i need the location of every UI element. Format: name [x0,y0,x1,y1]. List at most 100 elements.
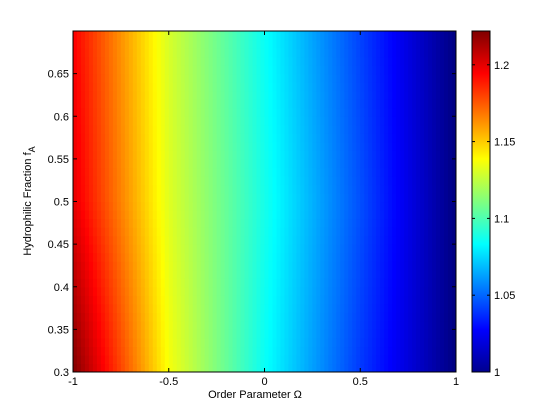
heatmap-cell [340,286,345,296]
heatmap-cell [412,167,417,177]
heatmap-cell [388,363,393,372]
heatmap-cell [304,82,309,92]
heatmap-cell [164,150,170,160]
heatmap-cell [84,133,90,143]
heatmap-cell [148,133,154,143]
heatmap-cell [432,124,437,134]
heatmap-cell [292,39,298,49]
heatmap-cell [80,133,86,143]
heatmap-cell [132,48,138,58]
heatmap-cell [432,150,437,160]
heatmap-cell [152,227,158,237]
heatmap-cell [448,286,453,296]
heatmap-cell [132,244,138,254]
heatmap-cell [200,107,206,117]
heatmap-cell [120,346,126,356]
heatmap-cell [320,363,325,372]
heatmap-cell [396,65,401,75]
heatmap-cell [84,252,90,262]
heatmap-cell [140,278,146,288]
heatmap-cell [348,73,353,83]
heatmap-cell [272,269,278,279]
heatmap-cell [224,235,230,245]
heatmap-cell [140,175,146,186]
heatmap-cell [284,99,290,109]
heatmap-cell [112,158,118,169]
heatmap-cell [400,133,405,143]
heatmap-cell [368,141,373,151]
heatmap-cell [112,329,118,339]
heatmap-cell [152,201,158,211]
heatmap-cell [216,346,222,356]
heatmap-cell [184,39,190,49]
heatmap-cell [380,201,385,211]
heatmap-cell [232,99,238,109]
heatmap-cell [212,252,218,262]
heatmap-cell [324,286,329,296]
heatmap-cell [92,337,98,348]
heatmap-cell [288,320,294,330]
heatmap-cell [408,133,413,143]
heatmap-cell [104,286,110,296]
heatmap-cell [284,56,290,66]
heatmap-cell [448,150,453,160]
heatmap-cell [136,124,142,134]
heatmap-cell [256,48,262,58]
x-tick-label: 0 [261,376,267,388]
heatmap-cell [192,312,198,322]
heatmap-cell [100,295,106,305]
heatmap-cell [160,184,166,194]
heatmap-cell [396,82,401,92]
heatmap-cell [120,286,126,296]
heatmap-cell [160,312,166,322]
heatmap-cell [404,261,409,271]
heatmap-cell [432,192,437,203]
heatmap-cell [432,218,437,228]
heatmap-cell [264,303,270,313]
heatmap-cell [128,252,134,262]
heatmap-cell [372,235,377,245]
heatmap-cell [128,354,134,365]
heatmap-cell [148,82,154,92]
heatmap-cell [256,116,262,126]
heatmap-cell [432,116,437,126]
heatmap-cell [136,82,142,92]
heatmap-cell [176,210,182,220]
heatmap-cell [284,107,290,117]
heatmap-cell [188,295,194,305]
heatmap-cell [316,124,321,134]
heatmap-cell [288,244,294,254]
heatmap-cell [228,65,234,75]
heatmap-cell [356,167,361,177]
heatmap-cell [220,192,226,203]
heatmap-cell [144,175,150,186]
heatmap-cell [428,82,433,92]
heatmap-cell [448,158,453,169]
heatmap-cell [384,158,389,169]
heatmap-cell [172,210,178,220]
heatmap-cell [292,227,298,237]
heatmap-cell [300,31,305,41]
heatmap-cell [140,252,146,262]
heatmap-cell [392,56,397,66]
heatmap-cell [340,303,345,313]
heatmap-cell [296,210,302,220]
heatmap-cell [380,167,385,177]
heatmap-cell [348,184,353,194]
heatmap-cell [104,337,110,348]
heatmap-cell [408,320,413,330]
heatmap-cell [224,269,230,279]
heatmap-cell [384,278,389,288]
heatmap-cell [420,141,425,151]
heatmap-cell [400,354,405,365]
heatmap-cell [228,150,234,160]
heatmap-cell [216,141,222,151]
heatmap-cell [292,320,298,330]
heatmap-cell [104,192,110,203]
heatmap-cell [308,235,313,245]
heatmap-cell [164,235,170,245]
heatmap-cell [292,56,298,66]
heatmap-cell [124,39,130,49]
heatmap-cell [404,124,409,134]
heatmap-cell [144,312,150,322]
